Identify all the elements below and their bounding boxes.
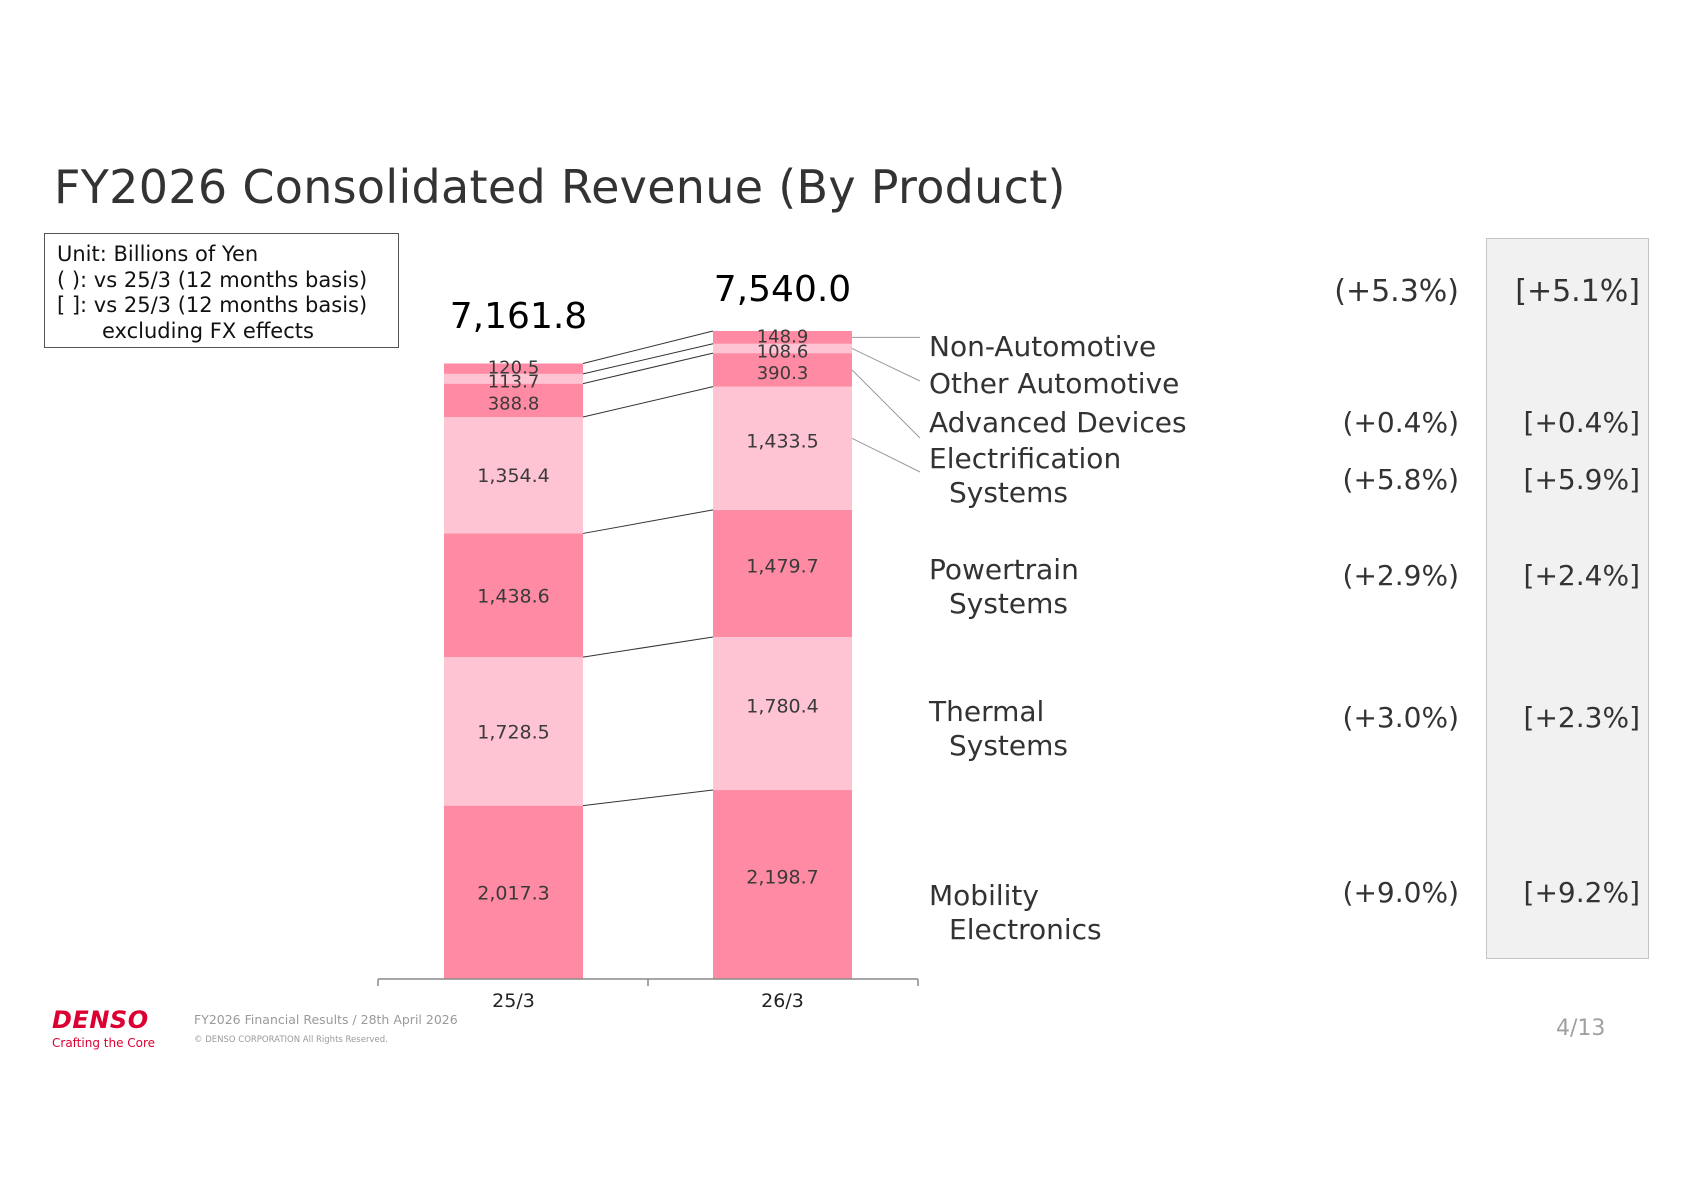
yoy-change: (+0.4%): [1343, 406, 1459, 439]
bar-value-label: 148.9: [757, 326, 809, 347]
category-label: Advanced Devices: [929, 406, 1187, 439]
bar-segment-other-automotive: [444, 373, 583, 384]
connector-line: [582, 509, 714, 534]
bar-total-label: 7,540.0: [714, 269, 851, 310]
leader-line: [851, 437, 921, 473]
category-label: Systems: [949, 729, 1068, 762]
bar-segment-mobility-electronics: [444, 805, 583, 979]
bar-value-label: 1,354.4: [477, 465, 550, 487]
category-label: Electronics: [949, 913, 1102, 946]
bar-value-label: 120.5: [488, 358, 540, 379]
category-label: Mobility: [929, 879, 1039, 912]
connector-line: [582, 330, 714, 364]
category-label: Systems: [949, 587, 1068, 620]
category-label: Systems: [949, 476, 1068, 509]
bar-segment-non-automotive: [713, 330, 852, 344]
connector-line: [582, 636, 714, 658]
footer-copyright: © DENSO CORPORATION All Rights Reserved.: [194, 1035, 388, 1045]
unit-note-line: excluding FX effects: [102, 318, 314, 343]
bar-value-label: 108.6: [757, 341, 809, 362]
bar-value-label: 2,017.3: [477, 882, 550, 904]
category-label: Electrification: [929, 442, 1121, 475]
bar-value-label: 113.7: [488, 372, 540, 393]
bar-segment-mobility-electronics: [713, 790, 852, 979]
bar-value-label: 388.8: [488, 393, 540, 414]
connector-line: [582, 789, 714, 807]
yoy-change-ex-fx: [+9.2%]: [1524, 876, 1640, 909]
denso-logo: DENSO: [52, 1006, 149, 1034]
connector-line: [582, 386, 714, 418]
yoy-change: (+3.0%): [1343, 701, 1459, 734]
yoy-change: (+9.0%): [1343, 876, 1459, 909]
unit-note-line: ( ): vs 25/3 (12 months basis): [57, 267, 368, 292]
yoy-change: (+2.9%): [1343, 559, 1459, 592]
x-tick-label: 26/3: [761, 990, 804, 1012]
yoy-change-ex-fx: [+2.3%]: [1524, 701, 1640, 734]
leader-line: [851, 348, 921, 382]
bar-value-label: 2,198.7: [746, 867, 819, 889]
category-label: Other Automotive: [929, 367, 1179, 400]
bar-value-label: 390.3: [757, 363, 809, 384]
bar-segment-other-automotive: [713, 343, 852, 354]
bar-value-label: 1,438.6: [477, 585, 550, 607]
bar-segment-electrification-systems: [444, 417, 583, 534]
footer-report-title: FY2026 Financial Results / 28th April 20…: [194, 1012, 458, 1027]
x-tick-label: 25/3: [492, 990, 535, 1012]
page-title: FY2026 Consolidated Revenue (By Product): [54, 160, 1066, 214]
page-number: 4/13: [1556, 1016, 1606, 1041]
yoy-change-ex-fx: [+2.4%]: [1524, 559, 1640, 592]
category-label: Powertrain: [929, 553, 1079, 586]
bar-value-label: 1,433.5: [746, 430, 819, 452]
bar-total-label: 7,161.8: [450, 296, 587, 337]
bar-segment-thermal-systems: [713, 637, 852, 791]
category-label: Thermal: [928, 695, 1044, 728]
bar-segment-electrification-systems: [713, 386, 852, 510]
yoy-change-ex-fx: [+5.9%]: [1524, 463, 1640, 496]
bar-segment-advanced-devices: [713, 353, 852, 387]
bar-segment-advanced-devices: [444, 383, 583, 418]
yoy-change-ex-fx: [+0.4%]: [1524, 406, 1640, 439]
fx-excluded-panel: [1486, 238, 1649, 959]
bar-value-label: 1,479.7: [746, 555, 819, 577]
leader-line: [851, 369, 921, 439]
total-yoy-change: (+5.3%): [1334, 274, 1459, 309]
unit-note-box: Unit: Billions of Yen ( ): vs 25/3 (12 m…: [44, 233, 399, 348]
bar-segment-non-automotive: [444, 363, 583, 374]
total-yoy-change-ex-fx: [+5.1%]: [1515, 274, 1640, 309]
connector-line: [582, 352, 714, 385]
connector-line: [582, 343, 714, 375]
bar-value-label: 1,728.5: [477, 721, 550, 743]
bar-segment-thermal-systems: [444, 657, 583, 806]
category-label: Non-Automotive: [929, 330, 1156, 363]
unit-note-line: [ ]: vs 25/3 (12 months basis): [57, 293, 368, 317]
logo-tagline: Crafting the Core: [52, 1036, 156, 1050]
bar-segment-powertrain-systems: [713, 509, 852, 638]
bar-value-label: 1,780.4: [746, 696, 819, 718]
unit-note-line: Unit: Billions of Yen: [57, 242, 259, 266]
yoy-change: (+5.8%): [1343, 463, 1459, 496]
bar-segment-powertrain-systems: [444, 533, 583, 658]
